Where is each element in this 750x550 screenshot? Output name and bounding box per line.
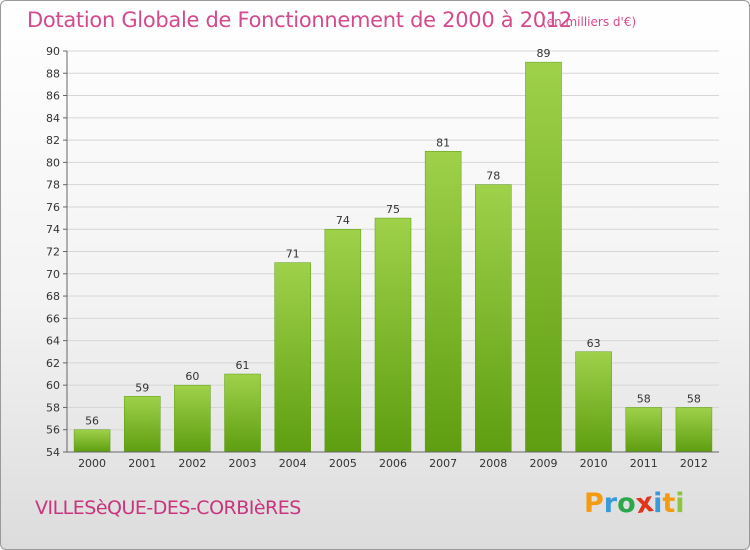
y-tick-label: 74 xyxy=(46,223,60,236)
data-label: 56 xyxy=(85,415,99,428)
logo-letter: r xyxy=(603,488,618,519)
bar-2008 xyxy=(475,184,512,453)
y-axis: 54 56 58 60 62 64 66 68 70 72 74 76 78 80 82 84 86 88 90 xyxy=(46,45,68,459)
data-labels: 56 59 60 61 71 74 75 81 78 89 63 58 58 xyxy=(85,47,701,428)
x-tick-label: 2004 xyxy=(279,457,307,470)
bar-2011 xyxy=(625,407,663,453)
data-label: 71 xyxy=(286,248,300,261)
logo-letter: t xyxy=(662,488,676,519)
chart-subtitle: (en milliers d'€) xyxy=(542,15,637,29)
y-tick-label: 58 xyxy=(46,401,60,414)
data-label: 89 xyxy=(536,47,550,60)
proxiti-logo[interactable]: Proxiti xyxy=(584,486,685,521)
y-tick-label: 70 xyxy=(46,268,60,281)
logo-letter: x xyxy=(633,486,656,521)
y-tick-label: 78 xyxy=(46,179,60,192)
x-tick-label: 2006 xyxy=(379,457,407,470)
bar-2012 xyxy=(675,407,713,453)
x-tick-label: 2010 xyxy=(580,457,608,470)
y-tick-label: 76 xyxy=(46,201,60,214)
data-label: 63 xyxy=(587,337,601,350)
x-tick-label: 2001 xyxy=(128,457,156,470)
bar-2003 xyxy=(224,373,261,453)
bar-2001 xyxy=(123,396,161,453)
logo-letter: P xyxy=(584,488,604,519)
data-label: 58 xyxy=(687,392,701,405)
x-axis: 2000 2001 2002 2003 2004 2005 2006 2007 2008 2009… xyxy=(67,451,719,470)
y-tick-label: 60 xyxy=(46,379,60,392)
y-tick-label: 64 xyxy=(46,335,60,348)
y-tick-label: 82 xyxy=(46,134,60,147)
y-tick-label: 84 xyxy=(46,112,60,125)
y-tick-label: 80 xyxy=(46,156,60,169)
data-label: 81 xyxy=(436,136,450,149)
bar-2002 xyxy=(174,384,211,453)
y-tick-label: 88 xyxy=(46,67,60,80)
x-tick-label: 2009 xyxy=(529,457,557,470)
chart-title: Dotation Globale de Fonctionnement de 20… xyxy=(27,8,572,32)
logo-letter: i xyxy=(675,488,685,519)
data-label: 78 xyxy=(486,170,500,183)
x-tick-label: 2002 xyxy=(178,457,206,470)
y-tick-label: 72 xyxy=(46,246,60,259)
bar-2000 xyxy=(73,429,111,453)
data-label: 59 xyxy=(135,381,149,394)
bar-2010 xyxy=(575,351,612,453)
bar-2007 xyxy=(424,151,462,453)
data-label: 60 xyxy=(185,370,199,383)
logo-letter: i xyxy=(653,488,663,519)
bar-2005 xyxy=(324,228,362,453)
x-tick-label: 2012 xyxy=(680,457,708,470)
data-label: 74 xyxy=(336,214,350,227)
bar-2004 xyxy=(274,262,311,453)
data-label: 58 xyxy=(637,392,651,405)
data-label: 75 xyxy=(386,203,400,216)
y-tick-label: 54 xyxy=(46,446,60,459)
y-tick-label: 86 xyxy=(46,90,60,103)
y-tick-label: 62 xyxy=(46,357,60,370)
x-tick-label: 2000 xyxy=(78,457,106,470)
y-tick-label: 68 xyxy=(46,290,60,303)
bars xyxy=(73,61,713,453)
y-tick-label: 90 xyxy=(46,45,60,58)
logo-letter: o xyxy=(617,488,636,519)
bar-2006 xyxy=(374,217,412,453)
y-tick-label: 56 xyxy=(46,424,60,437)
x-tick-label: 2008 xyxy=(479,457,507,470)
commune-name: VILLESèQUE-DES-CORBIèRES xyxy=(35,497,301,519)
x-tick-label: 2003 xyxy=(229,457,257,470)
bar-2009 xyxy=(525,61,562,453)
x-tick-label: 2005 xyxy=(329,457,357,470)
data-label: 61 xyxy=(236,359,250,372)
x-tick-label: 2011 xyxy=(630,457,658,470)
x-tick-label: 2007 xyxy=(429,457,457,470)
y-tick-label: 66 xyxy=(46,312,60,325)
